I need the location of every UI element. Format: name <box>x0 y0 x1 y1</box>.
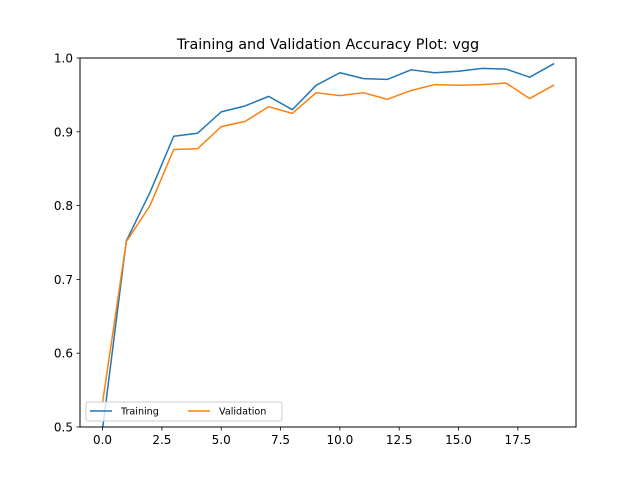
y-tick-label: 1.0 <box>54 52 73 66</box>
plot-area: 0.0 2.5 5.0 7.5 10.0 12.5 15.0 17.5 0.5 0.6 0.7 0.8… <box>54 52 577 447</box>
x-tick-label: 5.0 <box>212 433 231 447</box>
axes-frame <box>79 57 577 428</box>
x-tick-label: 7.5 <box>271 433 290 447</box>
x-tick-label: 15.0 <box>445 433 472 447</box>
y-tick-label: 0.6 <box>54 347 73 361</box>
x-axis: 0.0 2.5 5.0 7.5 10.0 12.5 15.0 17.5 <box>93 427 531 447</box>
y-axis: 0.5 0.6 0.7 0.8 0.9 1.0 <box>54 52 80 435</box>
legend: Training Validation <box>85 401 283 422</box>
legend-label-training: Training <box>120 407 159 418</box>
legend-box <box>85 401 283 422</box>
y-tick-label: 0.5 <box>54 421 73 435</box>
y-tick-label: 0.7 <box>54 273 73 287</box>
series-line-training <box>102 62 555 427</box>
y-tick-label: 0.8 <box>54 199 73 213</box>
series-group <box>101 62 555 427</box>
x-tick-label: 12.5 <box>386 433 413 447</box>
series-line-validation <box>101 82 555 404</box>
x-tick-label: 10.0 <box>327 433 354 447</box>
x-tick-label: 0.0 <box>93 433 112 447</box>
x-tick-label: 17.5 <box>504 433 531 447</box>
chart-title: Training and Validation Accuracy Plot: v… <box>176 37 479 53</box>
y-tick-label: 0.9 <box>54 125 73 139</box>
x-tick-label: 2.5 <box>152 433 171 447</box>
legend-label-validation: Validation <box>219 407 266 418</box>
